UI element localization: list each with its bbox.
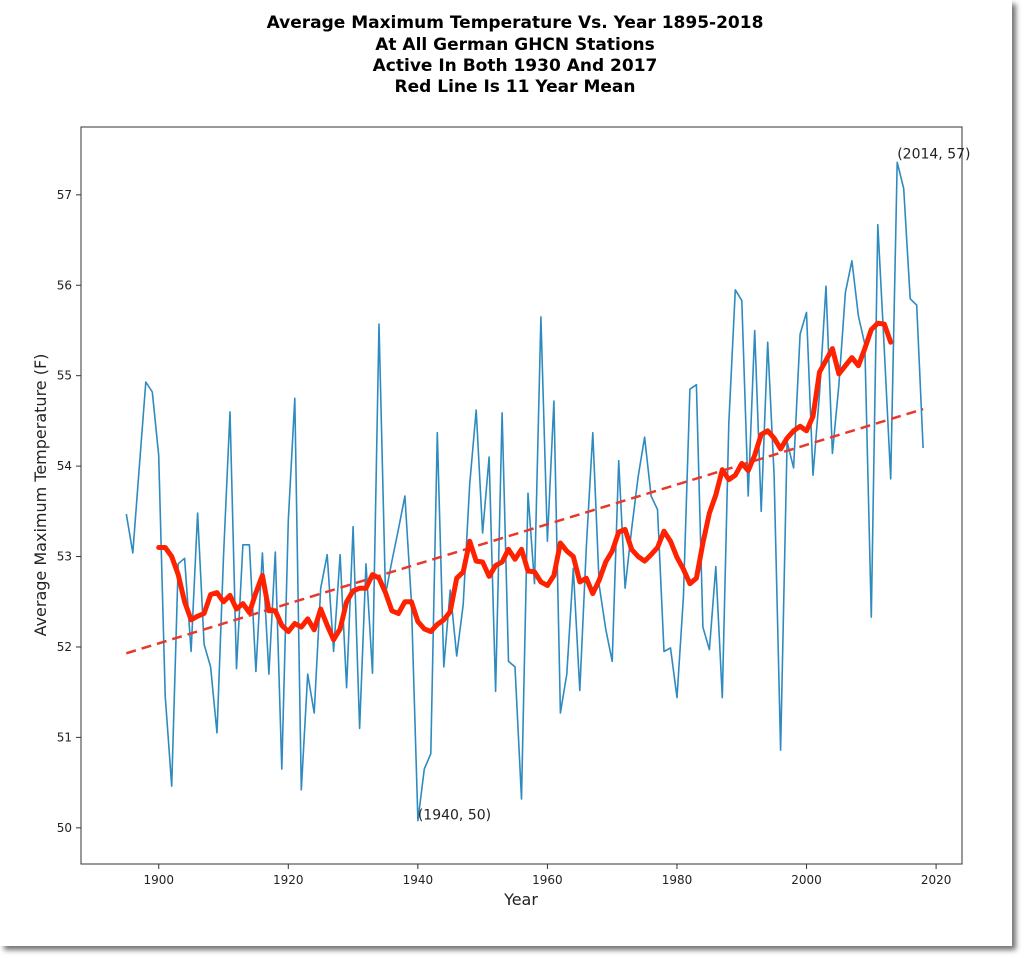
- x-tick-label: 1920: [273, 873, 304, 887]
- annotations: (1940, 50) (2014, 57): [418, 146, 971, 823]
- x-tick-label: 1940: [403, 873, 434, 887]
- title-line-1: Average Maximum Temperature Vs. Year 189…: [267, 13, 764, 33]
- y-tick-label: 54: [57, 459, 72, 473]
- y-tick-label: 52: [57, 640, 72, 654]
- title-line-3: Active In Both 1930 And 2017: [373, 56, 658, 76]
- chart-title: Average Maximum Temperature Vs. Year 189…: [267, 13, 764, 97]
- series-thin-line: [125, 161, 924, 822]
- title-line-2: At All German GHCN Stations: [375, 35, 655, 55]
- x-tick-label: 1900: [143, 873, 174, 887]
- y-tick-label: 51: [57, 730, 72, 744]
- y-tick-label: 53: [57, 550, 72, 564]
- title-line-4: Red Line Is 11 Year Mean: [395, 77, 636, 97]
- plot-area: (1940, 50) (2014, 57): [80, 126, 971, 865]
- y-tick-label: 55: [57, 369, 72, 383]
- x-tick-label: 2020: [921, 873, 952, 887]
- annotation: (2014, 57): [897, 146, 970, 162]
- x-axis-label: Year: [503, 890, 538, 909]
- series-dashed-line: [125, 407, 924, 655]
- series-thick-line: [156, 320, 894, 643]
- y-tick-label: 56: [57, 278, 72, 292]
- x-tick-label: 2000: [791, 873, 822, 887]
- x-tick-label: 1980: [662, 873, 693, 887]
- series-layer: [125, 161, 924, 822]
- y-tick-label: 50: [57, 821, 72, 835]
- y-axis-label: Average Maximum Temperature (F): [31, 354, 50, 637]
- axes-frame: [80, 126, 963, 865]
- x-axis: 1900 1920 1940 1960 1980 2000 2020: [143, 864, 951, 887]
- y-tick-label: 57: [57, 188, 72, 202]
- y-axis: 50 51 52 53 54 55 56 57: [57, 188, 81, 835]
- x-tick-label: 1960: [532, 873, 563, 887]
- annotation: (1940, 50): [418, 807, 491, 823]
